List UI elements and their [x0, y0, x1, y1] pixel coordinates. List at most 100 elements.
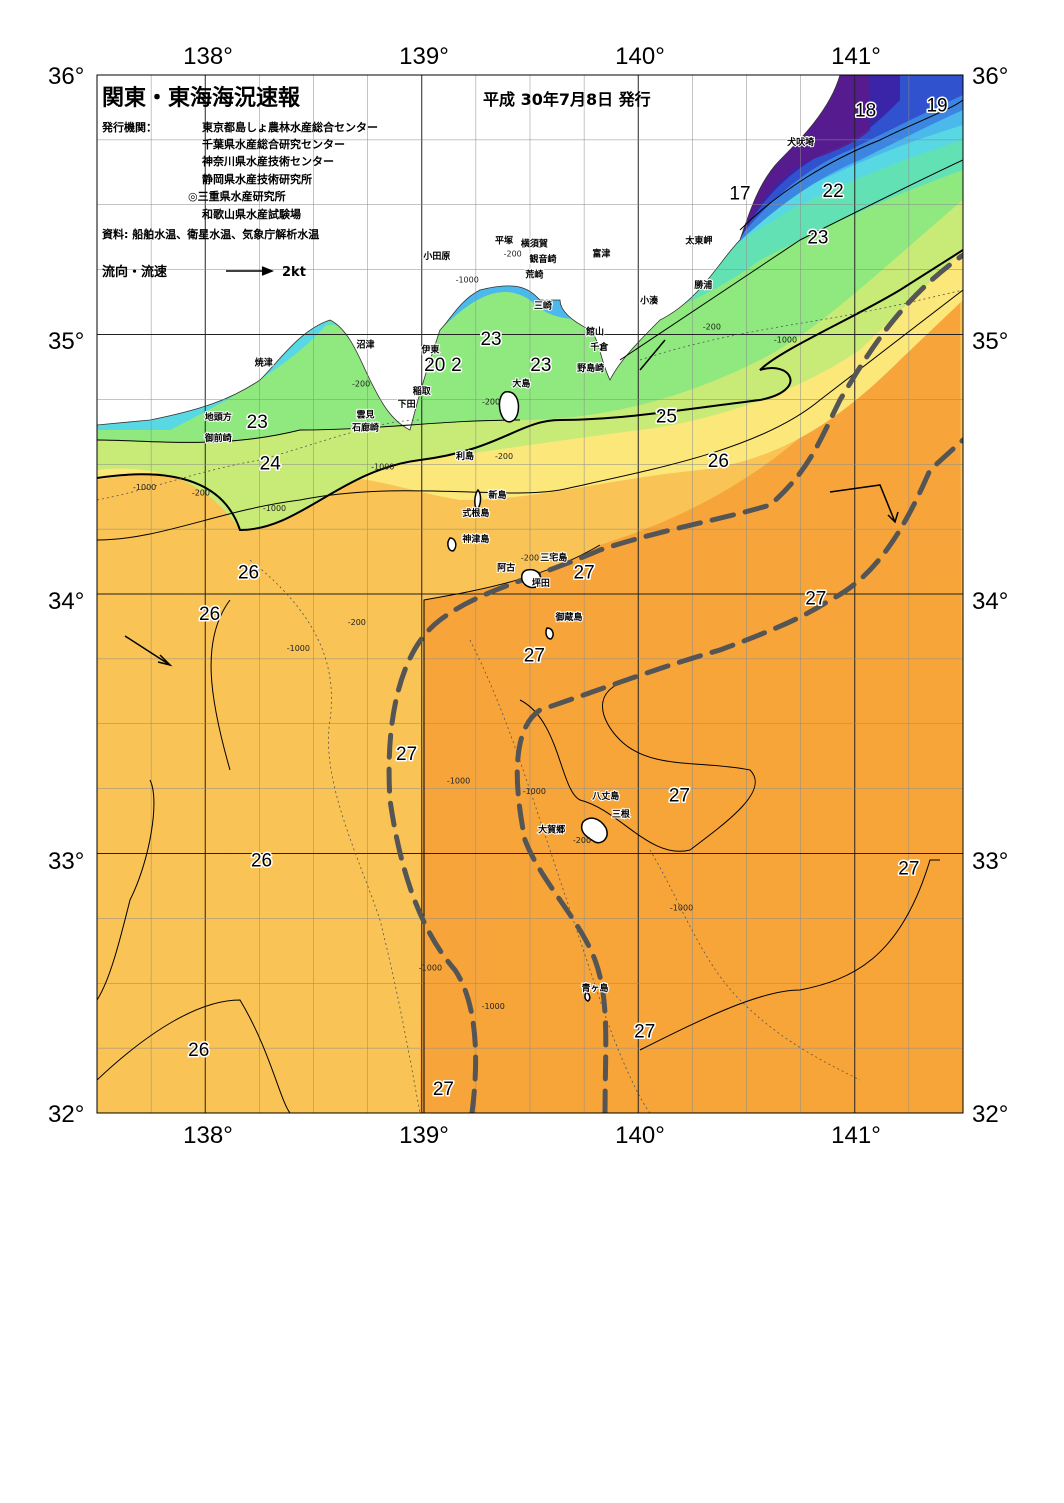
current-arrows [124, 266, 899, 667]
legend-label: 流向・流速 [102, 264, 167, 280]
legend-scale: 2kt [282, 265, 306, 280]
issuer-6: 和歌山県水産試験場 [202, 207, 301, 221]
place-name: 大島 [512, 377, 530, 389]
isotherm-26b [210, 599, 231, 771]
isotherm-27c [639, 859, 940, 1051]
lon-label-bottom-138: 138° [183, 1122, 233, 1149]
issuer-4: 静岡県水産技術研究所 [202, 172, 312, 186]
lat-label-left-35: 35° [48, 328, 84, 355]
place-name: 沼津 [356, 338, 374, 350]
place-name: 石廊崎 [351, 422, 379, 434]
isotherm-label: 19 [926, 95, 947, 116]
place-name: 御前崎 [204, 432, 232, 444]
place-name: 勝浦 [694, 279, 712, 291]
lon-label-top-138: 138° [183, 43, 233, 70]
place-name: 三崎 [534, 300, 552, 312]
isotherm-label: 27 [805, 588, 826, 609]
place-name: 神津島 [462, 533, 489, 545]
isotherm-label: 18 [855, 101, 876, 122]
place-name: 荒崎 [524, 268, 543, 280]
depth-label: -200 [495, 452, 513, 461]
isotherm-labels: 19 18 17 22 23 23 20 2 23 23 25 24 26 26 27 27 26 27 27 27 2… [187, 94, 949, 1102]
isotherm-label: 26 [199, 604, 220, 625]
depth-label: -200 [573, 836, 591, 845]
issuer-label: 発行機関： [101, 120, 157, 134]
depth-label: -1000 [133, 483, 156, 492]
isotherm-label: 27 [396, 744, 417, 765]
depth-label: -1000 [482, 1002, 505, 1011]
isotherm-label: 27 [634, 1022, 655, 1043]
isotherm-label: 20 [424, 355, 445, 376]
depth-labels: -200 -1000 -200 -1000 -200 -200 -200 -1000 -1000… [133, 250, 797, 1012]
place-name: 下田 [398, 399, 416, 410]
depth-label: -1000 [523, 787, 546, 796]
isotherm-23 [97, 419, 521, 443]
place-name: 横須賀 [521, 237, 548, 249]
isotherm-label: 23 [530, 355, 551, 376]
place-name: 御蔵島 [554, 611, 582, 623]
island-kozushima [447, 537, 457, 552]
issuer-5: ◎三重県水産研究所 [188, 189, 286, 203]
map-frame [96, 74, 964, 1114]
issuer-1: 東京都島しょ農林水産総合センター [202, 120, 378, 134]
depth-contours [97, 289, 963, 1113]
isotherm-label: 23 [480, 329, 501, 350]
header-block: 関東・東海海況速報 平成 30年7月8日 発行 発行機関： 東京都島しょ農林水産… [101, 85, 651, 280]
isotherm-label: 27 [669, 786, 690, 807]
front-east [514, 437, 963, 1113]
zone-26-west [97, 560, 249, 1113]
place-name: 新島 [489, 489, 507, 501]
land-honshu [97, 75, 841, 431]
place-name: 野島崎 [577, 362, 604, 374]
isotherm-label: 22 [823, 181, 844, 202]
depth-label: -200 [703, 322, 721, 331]
latitude-labels-right: 36° 35° 34° 33° 32° [972, 63, 1008, 1128]
depth-label: -200 [348, 618, 366, 627]
depth-label: -200 [521, 553, 539, 562]
place-name: 八丈島 [591, 790, 619, 802]
lon-label-top-139: 139° [399, 43, 449, 70]
isotherm-26c [97, 999, 291, 1113]
issuer-2: 千葉県水産総合研究センター [202, 137, 345, 151]
island-mikura [545, 627, 554, 640]
lat-label-left-36: 36° [48, 63, 84, 90]
lat-label-left-34: 34° [48, 588, 84, 615]
depth-label: -1000 [670, 904, 693, 913]
isotherm-27b [519, 679, 756, 852]
place-name: 太東岬 [684, 235, 712, 247]
place-name: 小湊 [639, 294, 659, 306]
island-hachijo [581, 817, 608, 844]
place-name: 平塚 [495, 235, 513, 247]
lon-label-bottom-139: 139° [399, 1122, 449, 1149]
land [97, 75, 841, 431]
place-name: 地頭方 [205, 411, 232, 423]
isotherm-label: 26 [251, 850, 272, 871]
current-arrow-east [829, 484, 896, 523]
place-name: 青ヶ島 [581, 982, 608, 994]
lat-label-right-35: 35° [972, 328, 1008, 355]
lat-label-right-33: 33° [972, 848, 1008, 875]
current-arrow-west [124, 635, 171, 666]
depth-label: -200 [504, 250, 522, 259]
island-niijima [474, 488, 482, 512]
zone-27-main [420, 290, 963, 1113]
isotherm-label: 26 [238, 562, 259, 583]
depth-label: -1000 [263, 504, 286, 513]
isotherm-26a [97, 289, 963, 541]
lat-label-left-33: 33° [48, 848, 84, 875]
lon-label-top-140: 140° [615, 43, 665, 70]
depth-label: -1000 [774, 335, 797, 344]
isotherm-label: 23 [807, 228, 828, 249]
map-title: 関東・東海海況速報 [102, 85, 301, 111]
isotherm-label: 27 [524, 645, 545, 666]
islands [447, 391, 608, 1002]
place-name: 焼津 [255, 357, 273, 369]
place-name: 犬吠埼 [786, 136, 814, 148]
data-source: 資料: 船舶水温、衛星水温、気象庁解析水温 [102, 227, 319, 241]
isotherm-label: 27 [574, 562, 595, 583]
place-name: 三宅島 [540, 551, 567, 563]
isotherm-27a [423, 544, 601, 1113]
lon-label-bottom-141: 141° [831, 1122, 881, 1149]
depth-label: -1000 [371, 462, 394, 471]
